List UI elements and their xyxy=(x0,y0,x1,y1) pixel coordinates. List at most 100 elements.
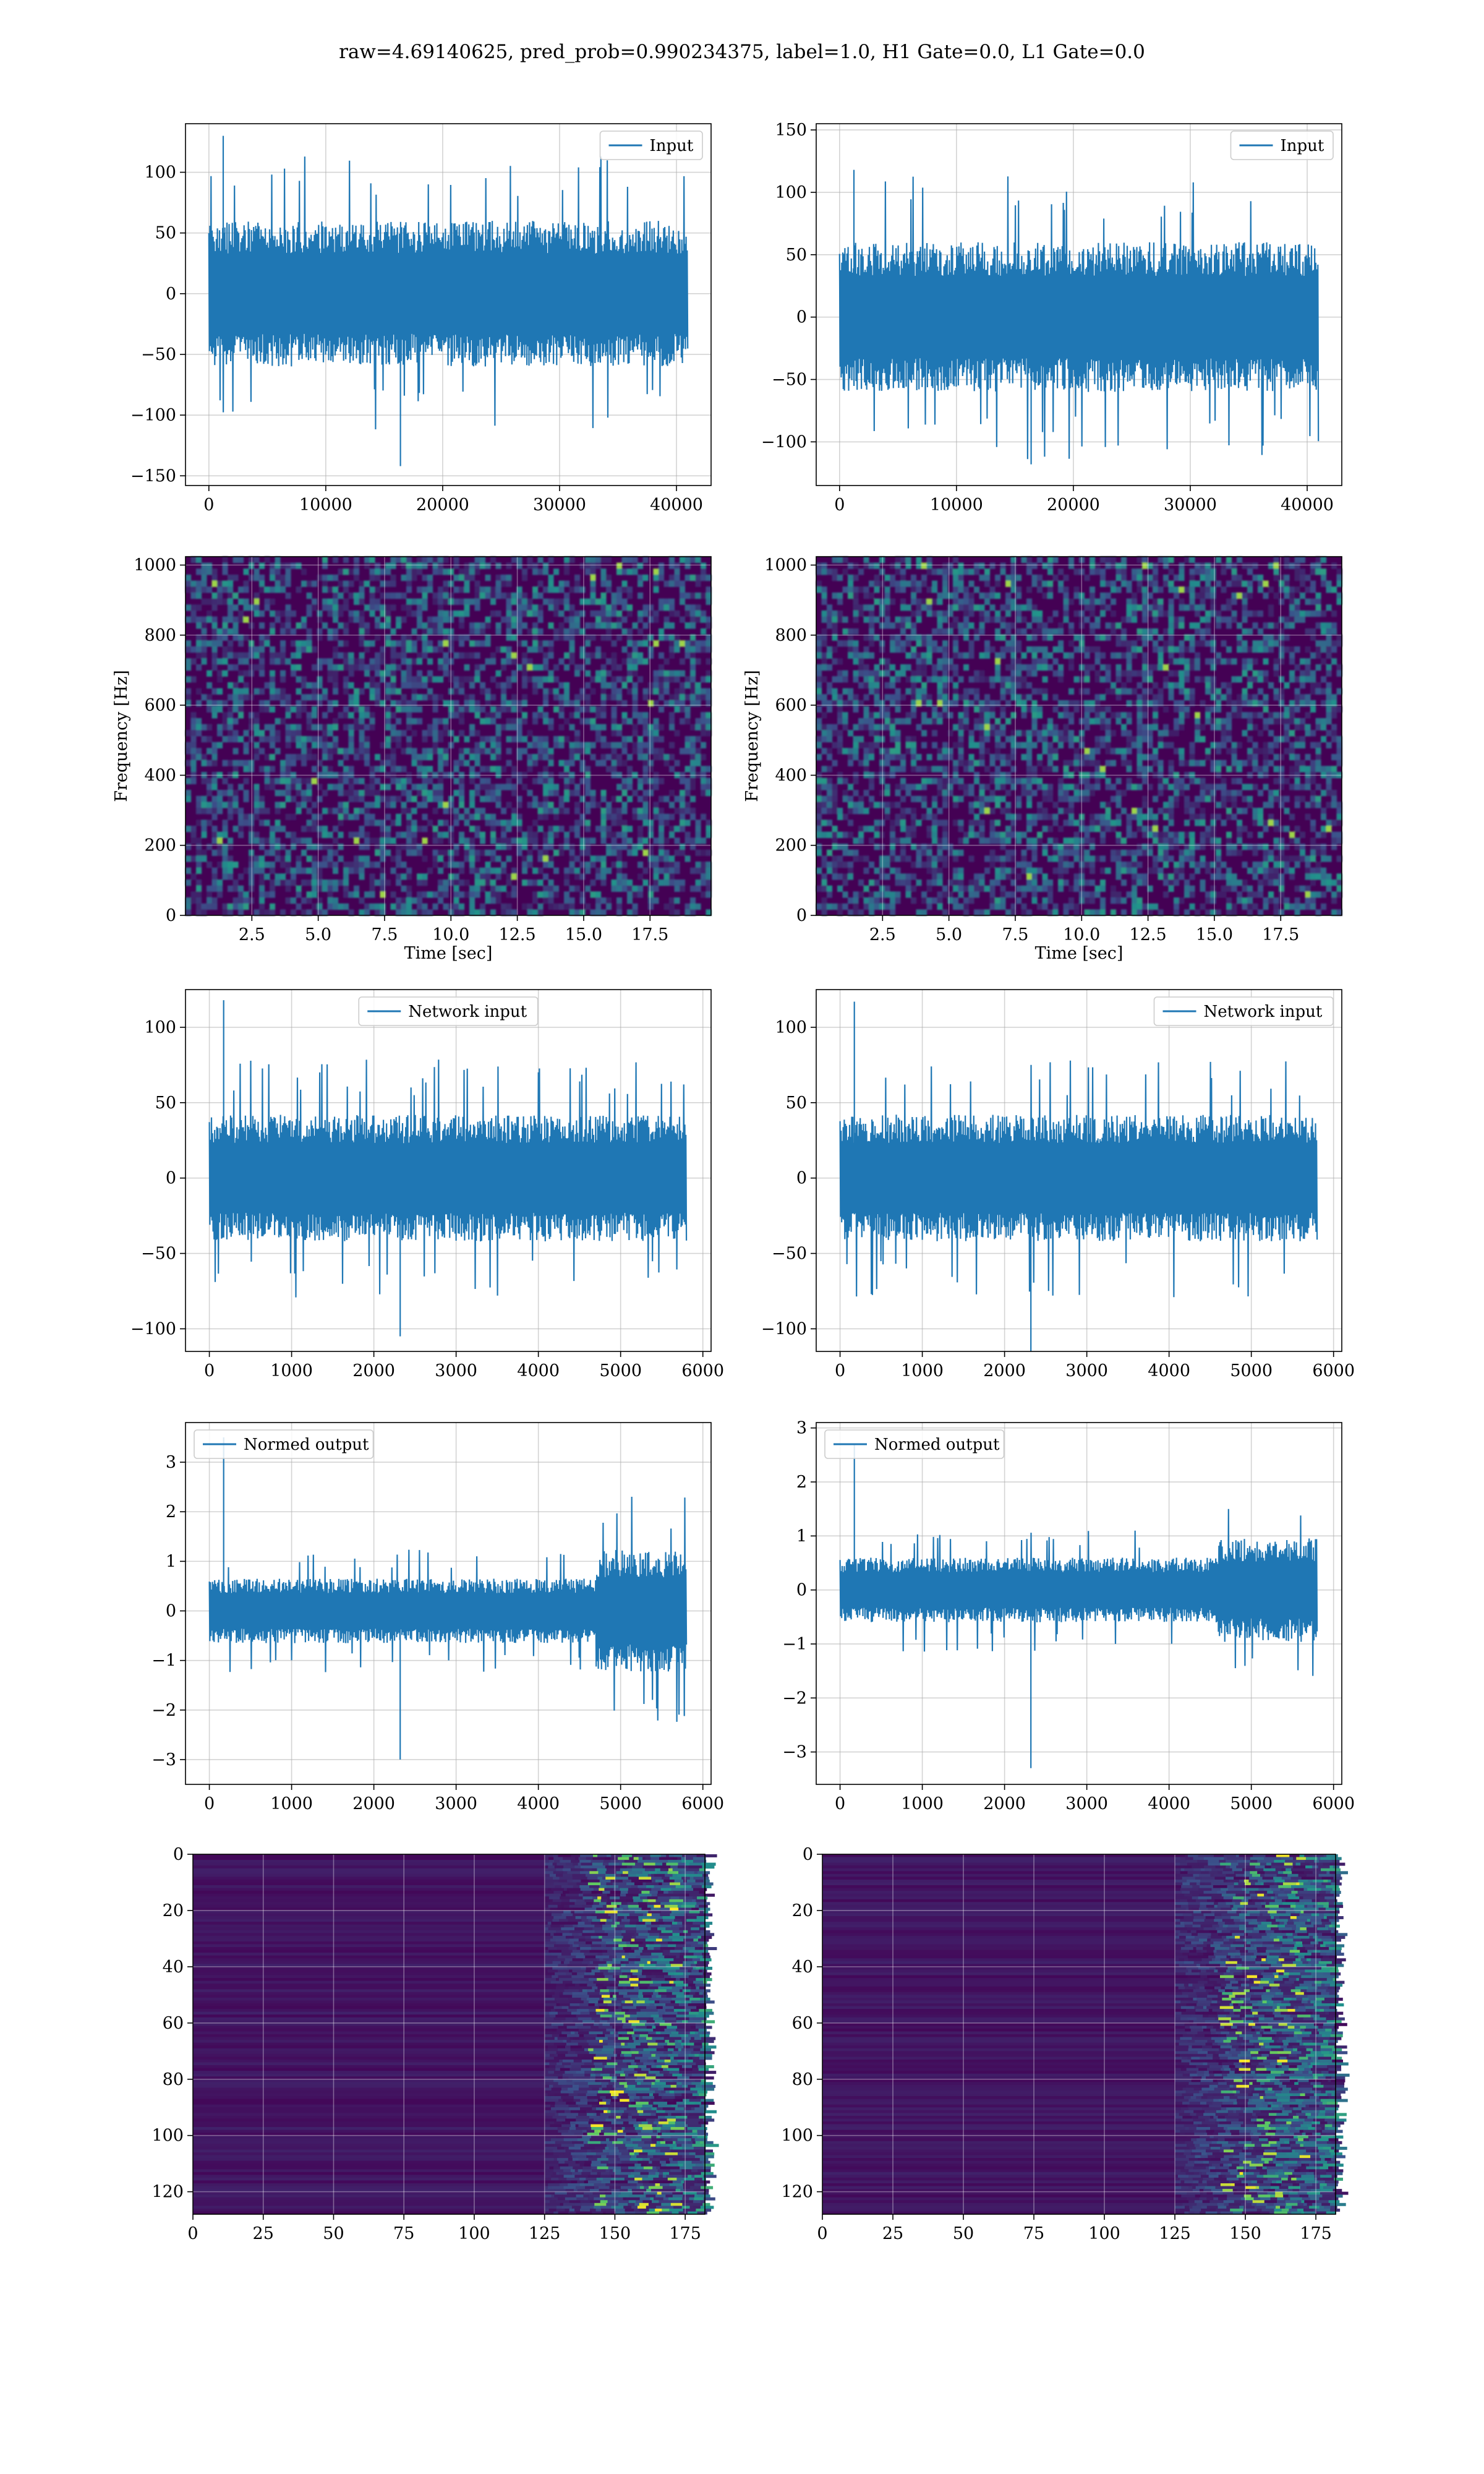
legend-label: Network input xyxy=(408,1003,527,1021)
legend-label: Normed output xyxy=(244,1436,369,1454)
y-tick-label: 150 xyxy=(775,121,807,140)
x-tick-label: 5000 xyxy=(1230,1794,1273,1813)
y-tick-label: 0 xyxy=(803,1845,813,1864)
x-tick-label: 10000 xyxy=(930,495,983,515)
x-tick-label: 40000 xyxy=(1281,495,1334,515)
legend-label: Normed output xyxy=(874,1436,1000,1454)
y-tick-label: 100 xyxy=(151,2126,184,2146)
x-tick-label: 5000 xyxy=(1230,1361,1273,1380)
x-axis-label: Time [sec] xyxy=(404,944,493,963)
y-tick-label: 100 xyxy=(144,163,176,182)
y-tick-label: 1 xyxy=(166,1552,176,1571)
figure-title: raw=4.69140625, pred_prob=0.990234375, l… xyxy=(339,41,1145,63)
x-tick-label: 175 xyxy=(1300,2224,1332,2243)
y-tick-label: 80 xyxy=(163,2070,184,2089)
x-tick-label: 6000 xyxy=(681,1361,724,1380)
heatmap-cells xyxy=(186,557,712,916)
x-tick-label: 30000 xyxy=(533,495,586,515)
y-tick-label: 400 xyxy=(775,766,807,785)
x-tick-label: 3000 xyxy=(435,1794,477,1813)
x-tick-label: 0 xyxy=(834,495,845,515)
y-tick-label: 1000 xyxy=(134,556,176,575)
legend-label: Input xyxy=(1281,137,1324,155)
y-tick-label: 100 xyxy=(144,1018,176,1037)
y-tick-label: 600 xyxy=(775,696,807,715)
y-tick-label: 1 xyxy=(796,1526,807,1546)
axes-frame xyxy=(816,556,1342,916)
x-tick-label: 2.5 xyxy=(239,925,265,944)
y-tick-label: 1000 xyxy=(764,556,807,575)
x-tick-label: 3000 xyxy=(1065,1794,1108,1813)
x-tick-label: 10.0 xyxy=(1063,925,1100,944)
legend: Network input xyxy=(358,996,539,1026)
x-tick-label: 2000 xyxy=(352,1361,395,1380)
y-tick-label: 120 xyxy=(151,2183,184,2202)
legend-box xyxy=(358,996,539,1026)
y-tick-label: 100 xyxy=(775,183,807,202)
x-tick-label: 2000 xyxy=(983,1361,1026,1380)
x-tick-label: 2000 xyxy=(352,1794,395,1813)
y-tick-label: 2 xyxy=(796,1473,807,1492)
axes-frame xyxy=(185,123,712,486)
y-tick-label: 60 xyxy=(792,2014,813,2033)
x-tick-label: 175 xyxy=(669,2224,701,2243)
x-tick-label: 125 xyxy=(1159,2224,1191,2243)
x-tick-label: 4000 xyxy=(517,1361,560,1380)
x-tick-label: 1000 xyxy=(901,1794,944,1813)
series-line xyxy=(208,1000,688,1337)
y-tick-label: 0 xyxy=(173,1845,184,1864)
x-tick-label: 0 xyxy=(204,1361,215,1380)
legend: Normed output xyxy=(194,1429,374,1459)
x-tick-label: 6000 xyxy=(1312,1361,1355,1380)
legend-box xyxy=(1230,131,1334,160)
x-tick-label: 75 xyxy=(1023,2224,1044,2243)
panel-input-h1: 0 10000 20000 30000 40000 −150 −100 −50 0 50 100 In… xyxy=(130,123,712,515)
x-tick-label: 50 xyxy=(323,2224,344,2243)
axes-frame xyxy=(822,1854,1336,2215)
x-tick-label: 1000 xyxy=(270,1361,313,1380)
y-tick-label: −100 xyxy=(130,1319,176,1338)
x-tick-label: 15.0 xyxy=(1196,925,1233,944)
axes-frame xyxy=(185,1422,712,1785)
x-tick-label: 4000 xyxy=(1148,1361,1190,1380)
x-tick-label: 5000 xyxy=(599,1361,642,1380)
x-tick-label: 0 xyxy=(835,1361,845,1380)
legend-box xyxy=(824,1429,1005,1459)
axes-frame xyxy=(185,556,712,916)
y-tick-label: −50 xyxy=(141,345,176,364)
y-tick-label: 50 xyxy=(155,224,176,243)
y-tick-label: 50 xyxy=(786,246,807,265)
y-tick-label: −50 xyxy=(772,1244,807,1264)
x-tick-label: 6000 xyxy=(1312,1794,1355,1813)
y-tick-label: −2 xyxy=(151,1701,176,1720)
y-tick-label: 40 xyxy=(163,1958,184,1977)
x-tick-label: 0 xyxy=(817,2224,827,2243)
x-tick-label: 3000 xyxy=(1065,1361,1108,1380)
x-tick-label: 2.5 xyxy=(869,925,896,944)
y-tick-label: 0 xyxy=(796,1169,807,1188)
y-tick-label: 0 xyxy=(166,1602,176,1621)
x-tick-label: 20000 xyxy=(416,495,469,515)
y-tick-label: 800 xyxy=(144,626,176,645)
x-tick-label: 4000 xyxy=(1148,1794,1190,1813)
y-tick-label: −50 xyxy=(141,1244,176,1264)
axes-frame xyxy=(816,123,1342,486)
y-tick-label: 0 xyxy=(796,906,807,925)
legend: Input xyxy=(599,131,703,160)
y-tick-label: 0 xyxy=(796,1581,807,1600)
y-tick-label: −100 xyxy=(761,432,807,452)
x-tick-label: 0 xyxy=(835,1794,845,1813)
y-tick-label: 50 xyxy=(786,1094,807,1113)
y-tick-label: 3 xyxy=(166,1453,176,1472)
y-tick-label: 0 xyxy=(166,285,176,304)
legend: Network input xyxy=(1153,996,1334,1026)
x-tick-label: 100 xyxy=(458,2224,490,2243)
y-tick-label: −50 xyxy=(772,370,807,390)
x-tick-label: 20000 xyxy=(1047,495,1100,515)
series-line xyxy=(839,1444,1318,1768)
y-tick-label: 40 xyxy=(792,1958,813,1977)
y-tick-label: −100 xyxy=(761,1319,807,1338)
y-tick-label: 600 xyxy=(144,696,176,715)
y-tick-label: 0 xyxy=(166,906,176,925)
